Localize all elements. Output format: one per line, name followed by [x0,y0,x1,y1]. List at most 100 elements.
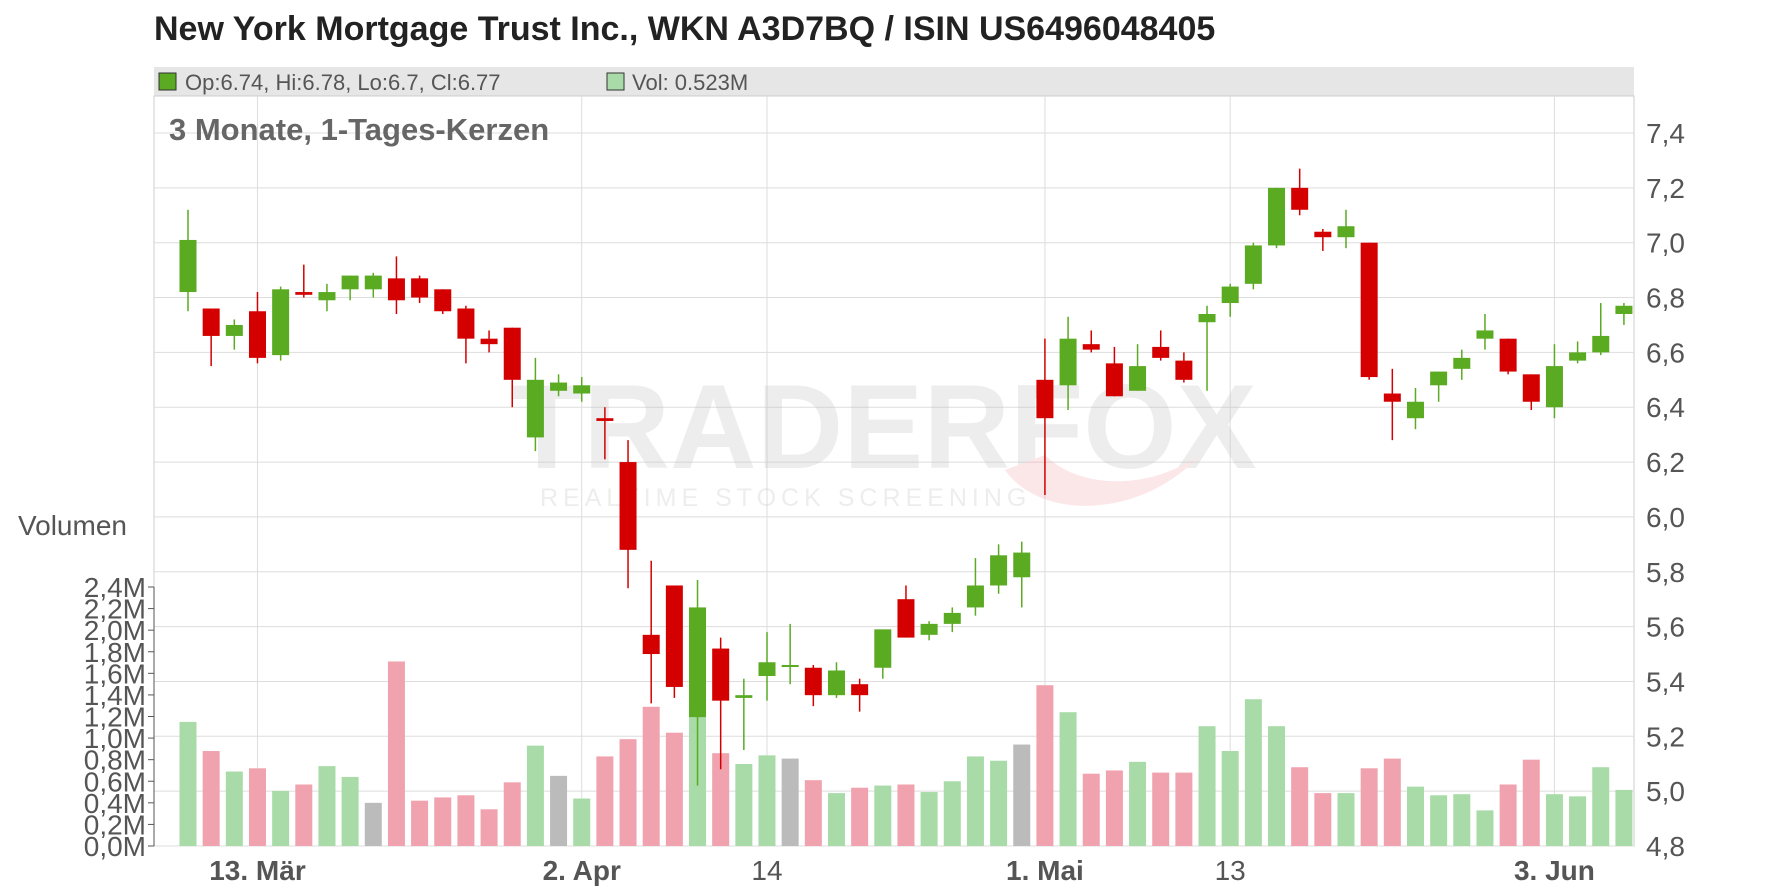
price-tick-label: 6,2 [1646,447,1685,478]
volume-bar [1453,794,1471,846]
date-tick-label: 1. Mai [1006,855,1084,886]
volume-bars [179,661,1633,846]
candle-body [689,607,707,718]
volume-bar [434,797,452,846]
candle-body [1545,366,1563,408]
volume-tick-label: 0,0M [84,831,146,862]
volume-tick-label: 2,2M [84,594,146,625]
volume-bar [897,784,915,846]
candle-body [434,289,452,312]
candle-body [1592,335,1610,353]
candle-body [318,292,336,301]
date-tick-label: 2. Apr [543,855,621,886]
volume-bar [457,795,475,846]
volume-tick-label: 0,4M [84,788,146,819]
candle-body [665,585,683,687]
volume-bar [1129,761,1147,846]
candle-body [990,555,1008,586]
chart-subtitle: 3 Monate, 1-Tages-Kerzen [169,112,549,147]
volume-bar [1175,772,1193,846]
candle-body [897,599,915,638]
volume-bar [1569,796,1587,846]
fox-logo-icon [1005,455,1200,506]
volume-tick-label: 1,6M [84,658,146,689]
volume-axis-label: Volumen [18,510,127,541]
volume-tick-label: 1,8M [84,637,146,668]
price-tick-label: 5,2 [1646,721,1685,752]
legend-vol-swatch [606,72,625,91]
volume-bar [295,784,313,846]
volume-bar [642,706,660,846]
candle-body [1036,379,1054,419]
watermark-tagline: REALTIME STOCK SCREENING [540,484,1031,512]
candle-body [1268,187,1286,246]
volume-bar [550,775,568,846]
candle-body [1105,363,1123,397]
volume-bar [1406,786,1424,846]
candle-body [1522,374,1540,402]
volume-bar [1430,795,1448,846]
candles [179,168,1633,786]
candle-body [1337,226,1355,238]
price-tick-label: 5,8 [1646,557,1685,588]
volume-bar [1314,793,1332,846]
volume-tick-label: 0,6M [84,766,146,797]
price-tick-label: 6,8 [1646,283,1685,314]
volume-bar [712,753,730,846]
volume-tick-label: 0,8M [84,745,146,776]
volume-bar [503,782,521,846]
candle-body [920,623,938,635]
candle-body [827,670,845,696]
candle-body [573,385,591,394]
volume-bar [1244,699,1262,846]
price-tick-label: 6,4 [1646,392,1685,423]
candle-body [480,338,498,345]
volume-bar [411,800,429,846]
candle-body [1221,286,1239,304]
volume-bar [1615,789,1633,846]
volume-bar [1522,759,1540,846]
volume-bar [966,756,984,846]
candle-body [550,382,568,391]
candle-body [1383,393,1401,402]
volume-bar [943,781,961,846]
candle-body [804,667,822,696]
volume-tick-label: 2,4M [84,572,146,603]
price-tick-label: 5,6 [1646,612,1685,643]
candle-body [596,418,614,421]
volume-bar [920,792,938,846]
legend-ohlc-text: Op:6.74, Hi:6.78, Lo:6.7, Cl:6.77 [185,70,501,95]
candle-body [1360,242,1378,378]
candle-body [179,239,197,293]
volume-bar [202,751,220,846]
volume-bar [248,768,266,846]
volume-bar [1337,793,1355,846]
candle-body [712,648,730,701]
volume-bar [1059,712,1077,846]
candle-body [758,662,776,676]
volume-tick-label: 1,4M [84,680,146,711]
volume-bar [1105,770,1123,846]
volume-bar [1221,751,1239,846]
volume-bar [364,802,382,846]
volume-bar [1198,726,1216,846]
candle-body [225,324,243,336]
volume-bar [526,745,544,846]
candle-body [272,289,290,356]
volume-bar [480,809,498,846]
volume-bar [1360,768,1378,846]
volume-bar [804,780,822,846]
candle-body [735,695,753,698]
candle-body [1406,401,1424,419]
candle-body [295,292,313,295]
volume-bar [1152,772,1170,846]
axes: 7,4 7,2 7,0 6,8 6,6 6,4 6,2 6,0 5,8 5,6 5,4 5,2 5,0 4… [84,118,1685,886]
candle-body [1152,346,1170,358]
legend-ohlc-swatch [158,72,177,91]
volume-bar [851,787,869,846]
volume-bar [827,793,845,846]
candle-body [1569,352,1587,361]
price-tick-label: 7,4 [1646,118,1685,149]
volume-tick-label: 1,2M [84,702,146,733]
volume-bar [387,661,405,846]
